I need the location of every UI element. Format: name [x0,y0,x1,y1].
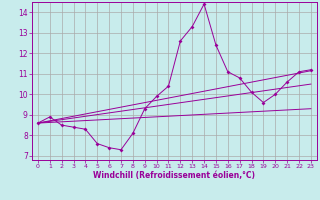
X-axis label: Windchill (Refroidissement éolien,°C): Windchill (Refroidissement éolien,°C) [93,171,255,180]
